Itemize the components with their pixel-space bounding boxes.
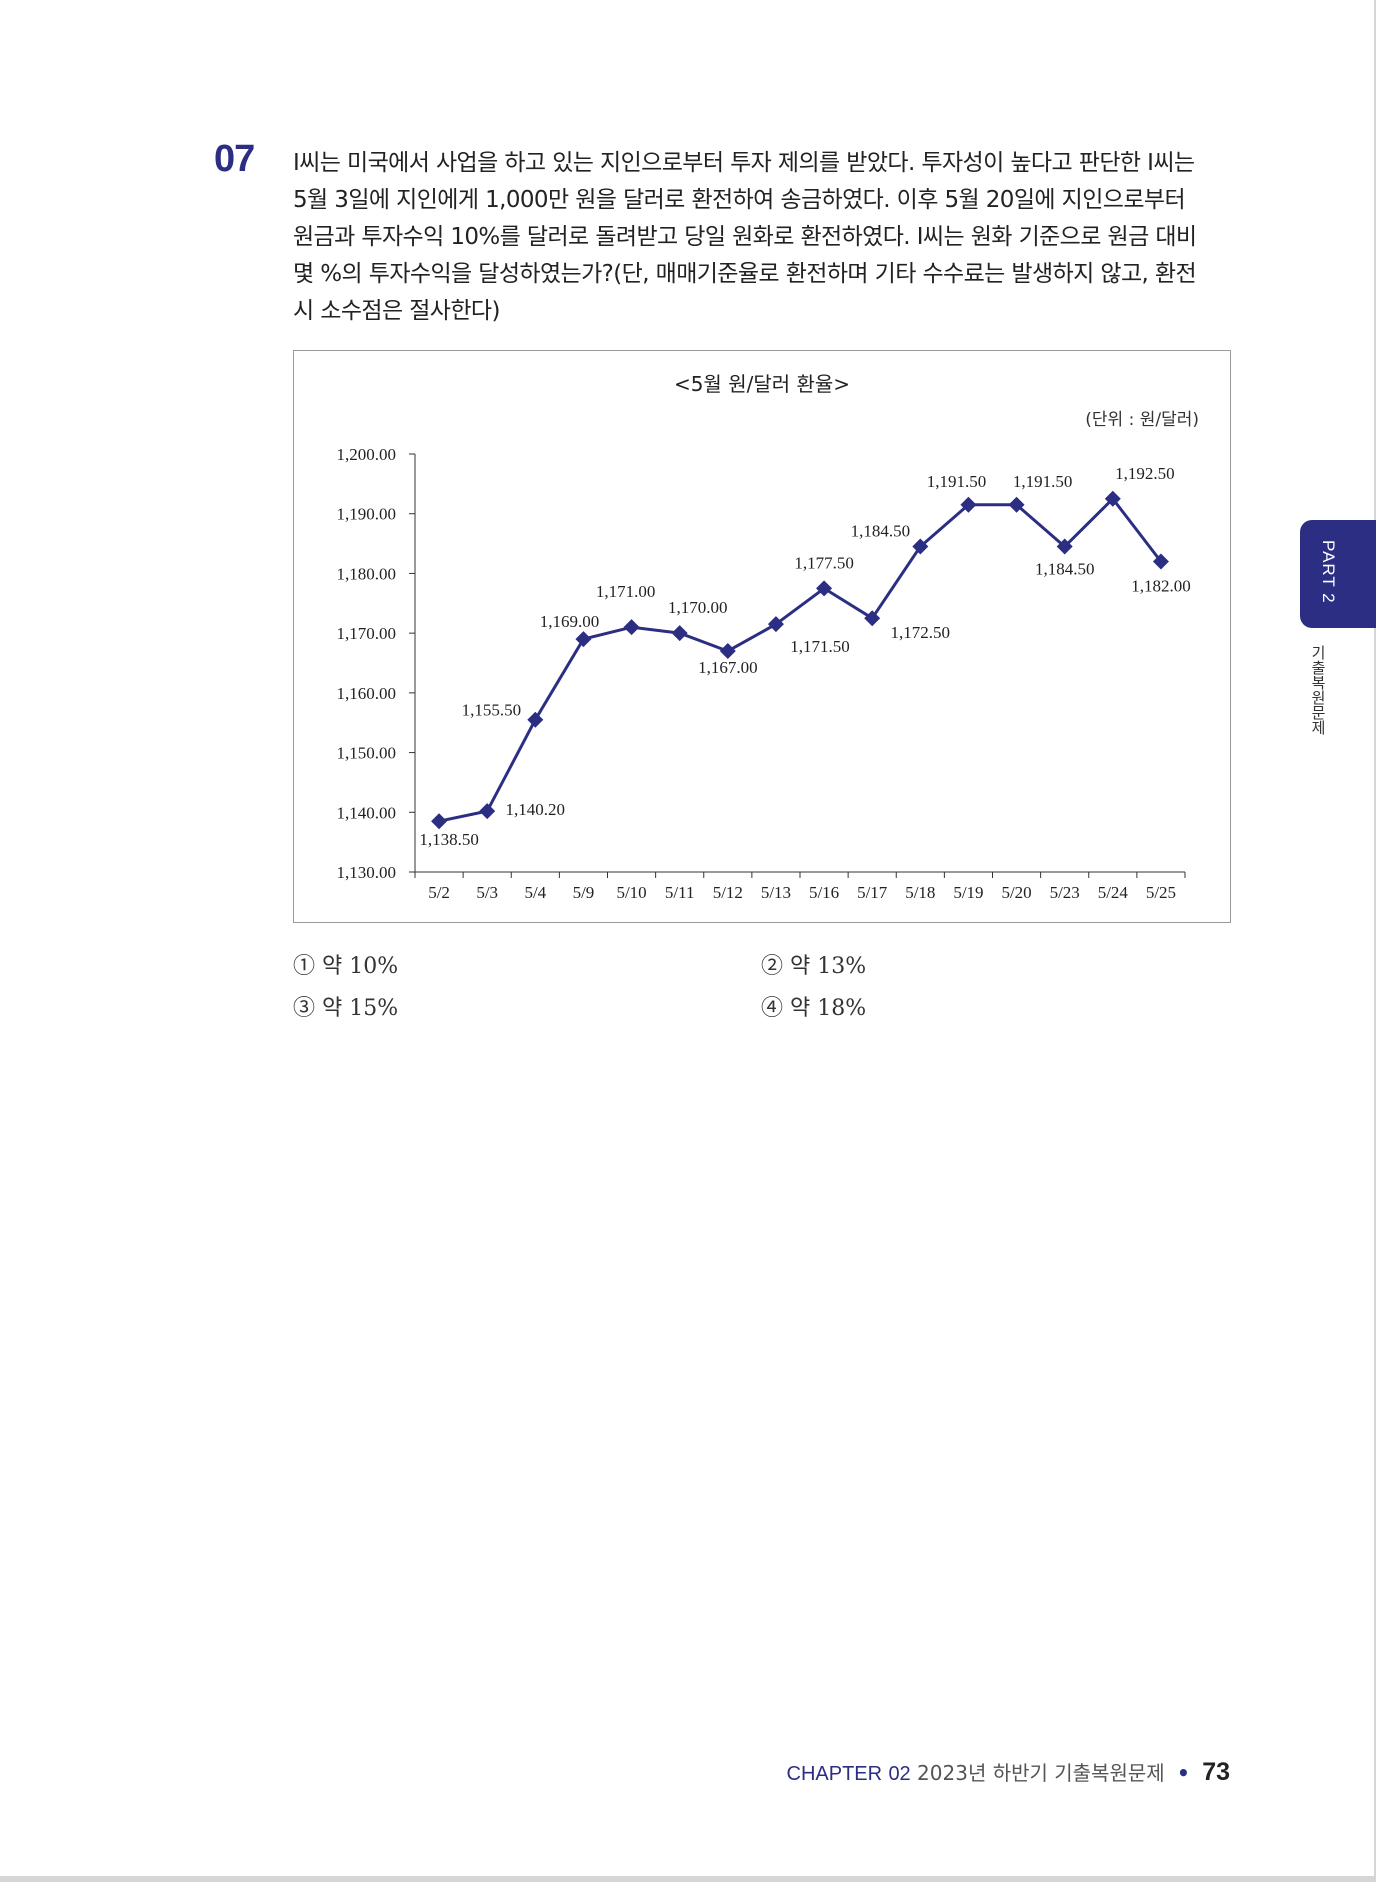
data-point-marker [1056,538,1073,555]
data-point-marker [912,538,929,555]
y-tick-label: 1,200.00 [337,445,397,464]
data-label: 1,171.00 [596,582,656,601]
x-tick-label: 5/12 [713,883,743,902]
y-tick-label: 1,180.00 [337,564,397,583]
x-tick-label: 5/18 [905,883,935,902]
data-point-marker [671,625,688,642]
exchange-rate-chart: <5월 원/달러 환율> (단위 : 원/달러) 1,130.00 1,140.00 1… [293,350,1231,923]
data-point-marker [575,631,592,648]
data-point-marker [1104,490,1121,507]
page-edge-right [1374,0,1376,1882]
option-1[interactable]: ① 약 10% [293,948,398,980]
question-text: I씨는 미국에서 사업을 하고 있는 지인으로부터 투자 제의를 받았다. 투자… [293,145,1233,330]
option-text: 약 10% [322,954,399,979]
data-point-marker [623,619,640,636]
question-line: 몇 %의 투자수익을 달성하였는가?(단, 매매기준율로 환전하며 기타 수수료… [293,261,1197,287]
option-3[interactable]: ③ 약 15% [293,990,398,1022]
data-label: 1,171.50 [790,637,850,656]
data-point-marker [767,616,784,633]
page-footer: CHAPTER 02 2023년 하반기 기출복원문제 • 73 [787,1757,1231,1787]
question-line: I씨는 미국에서 사업을 하고 있는 지인으로부터 투자 제의를 받았다. 투자… [293,150,1195,176]
chart-title: <5월 원/달러 환율> [674,372,850,396]
x-tick-label: 5/24 [1098,883,1129,902]
x-tick-label: 5/16 [809,883,839,902]
data-point-marker [1008,496,1025,513]
data-label: 1,191.50 [1013,472,1073,491]
data-point-marker [527,711,544,728]
option-text: 약 15% [322,996,399,1021]
chapter-title: 2023년 하반기 기출복원문제 [917,1761,1165,1785]
data-point-marker [960,496,977,513]
x-tick-label: 5/3 [476,883,498,902]
data-label: 1,182.00 [1131,576,1191,595]
option-number: ④ [761,996,784,1021]
data-point-marker [719,643,736,660]
data-label: 1,191.50 [927,472,987,491]
option-2[interactable]: ② 약 13% [761,948,866,980]
y-tick-label: 1,190.00 [337,505,397,524]
data-label: 1,138.50 [419,830,479,849]
page-number: 73 [1202,1758,1230,1786]
part-tab [1300,520,1376,628]
x-tick-label: 5/20 [1001,883,1031,902]
x-tick-label: 5/9 [573,883,595,902]
question-number: 07 [214,138,255,180]
option-text: 약 18% [790,996,867,1021]
data-point-marker [479,803,496,820]
y-tick-label: 1,140.00 [337,803,397,822]
bullet-dot: • [1177,1761,1190,1785]
question-line: 시 소수점은 절사한다) [293,298,500,324]
data-label: 1,192.50 [1115,464,1175,483]
x-tick-label: 5/23 [1050,883,1080,902]
option-4[interactable]: ④ 약 18% [761,990,866,1022]
x-tick-label: 5/19 [953,883,983,902]
chapter-number: 02 [888,1763,911,1785]
data-label: 1,177.50 [794,553,854,572]
chart-unit: (단위 : 원/달러) [1085,410,1199,430]
option-text: 약 13% [790,954,867,979]
series-line [438,497,1163,823]
y-tick-label: 1,150.00 [337,744,397,763]
x-tick-label: 5/2 [428,883,450,902]
section-label: 기출복원문제 [1309,645,1327,735]
y-tick-label: 1,160.00 [337,684,397,703]
x-tick-label: 5/17 [857,883,888,902]
data-label: 1,167.00 [698,658,758,677]
x-tick-label: 5/25 [1146,883,1176,902]
data-point-marker [1152,553,1169,570]
data-point-marker [431,813,448,830]
x-tick-label: 5/4 [524,883,546,902]
x-tick-label: 5/11 [665,883,695,902]
data-point-marker [864,610,881,627]
data-label: 1,169.00 [540,612,600,631]
question-line: 원금과 투자수익 10%를 달러로 돌려받고 당일 원화로 환전하였다. I씨는… [293,224,1197,250]
data-label: 1,184.50 [1035,560,1095,579]
data-label: 1,140.20 [505,800,565,819]
data-label: 1,170.00 [668,598,728,617]
x-tick-label: 5/10 [616,883,646,902]
data-point-marker [816,580,833,597]
part-tab-label: PART 2 [1319,540,1338,604]
chart-svg: <5월 원/달러 환율> (단위 : 원/달러) 1,130.00 1,140.00 1… [337,372,1200,902]
data-label: 1,155.50 [462,701,522,720]
data-label: 1,172.50 [890,623,950,642]
page-edge-bottom [0,1876,1376,1882]
data-label: 1,184.50 [851,522,911,541]
chapter-label: CHAPTER [786,1763,883,1785]
option-number: ② [761,954,784,979]
y-tick-label: 1,130.00 [337,863,397,882]
x-tick-label: 5/13 [761,883,791,902]
option-number: ① [293,954,316,979]
option-number: ③ [293,996,316,1021]
y-tick-label: 1,170.00 [337,624,397,643]
question-line: 5월 3일에 지인에게 1,000만 원을 달러로 환전하여 송금하였다. 이후… [293,187,1186,213]
